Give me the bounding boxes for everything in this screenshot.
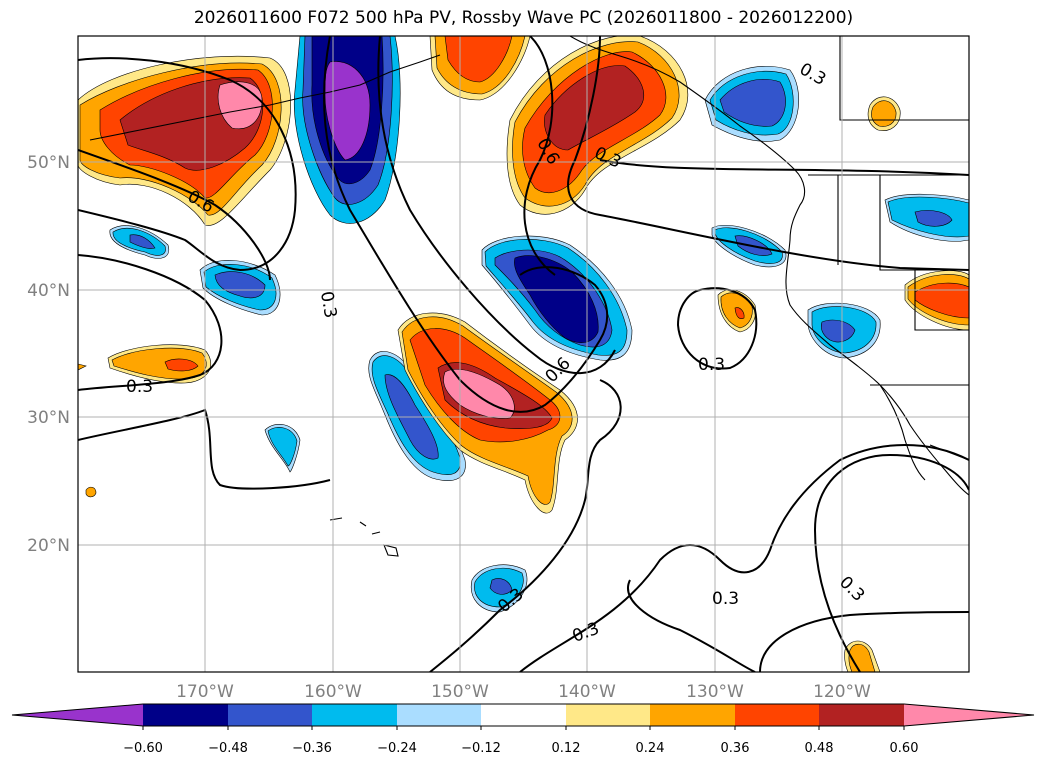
colorbar-tick-label: −0.60 <box>123 741 163 756</box>
contour-label: 0.3 <box>712 589 739 609</box>
lat-label: 30°N <box>27 408 70 428</box>
lon-label: 140°W <box>558 682 616 702</box>
colorbar-segment <box>819 704 904 726</box>
colorbar-tick-label: 0.36 <box>721 741 750 756</box>
contour-label: 0.3 <box>316 290 340 320</box>
colorbar-segment <box>143 704 228 726</box>
colorbar-segment <box>566 704 650 726</box>
map-frame <box>77 35 970 673</box>
colorbar-tick-label: 0.24 <box>636 741 665 756</box>
colorbar-segment <box>12 704 143 726</box>
colorbar-segment <box>735 704 819 726</box>
latitude-labels: 50°N 40°N 30°N 20°N <box>27 153 70 556</box>
colorbar-segment <box>312 704 397 726</box>
colorbar-segment <box>904 704 1034 726</box>
colorbar-segment <box>481 704 566 726</box>
map-plot-area: 0.3 0.6 0.3 0.6 0.3 0.6 0.3 0.3 0.3 0.3 … <box>78 36 969 672</box>
lon-label: 160°W <box>304 682 362 702</box>
colorbar-segment <box>650 704 735 726</box>
lat-label: 40°N <box>27 281 70 301</box>
colorbar-tick-label: 0.12 <box>552 741 581 756</box>
map-title: 2026011600 F072 500 hPa PV, Rossby Wave … <box>193 8 854 28</box>
lon-label: 120°W <box>813 682 871 702</box>
colorbar-tick-label: 0.60 <box>890 741 919 756</box>
gridlines <box>78 36 969 672</box>
lat-label: 50°N <box>27 153 70 173</box>
colorbar-ticks: −0.60 −0.48 −0.36 −0.24 −0.12 0.12 0.24 … <box>123 741 918 756</box>
pv-contours <box>78 36 969 672</box>
colorbar-tick-label: −0.24 <box>377 741 417 756</box>
contour-label: 0.3 <box>126 377 153 397</box>
colorbar-segment <box>228 704 312 726</box>
colorbar-tick-label: 0.48 <box>805 741 834 756</box>
longitude-labels: 170°W 160°W 150°W 140°W 130°W 120°W <box>176 682 871 702</box>
colorbar-tick-label: −0.36 <box>292 741 332 756</box>
lon-label: 150°W <box>431 682 489 702</box>
colorbar <box>11 703 1035 730</box>
colorbar-tick-label: −0.48 <box>208 741 248 756</box>
lon-label: 130°W <box>686 682 744 702</box>
lat-label: 20°N <box>27 536 70 556</box>
colorbar-segment <box>397 704 481 726</box>
pv-shading <box>78 36 969 672</box>
lon-label: 170°W <box>176 682 234 702</box>
colorbar-tick-label: −0.12 <box>461 741 501 756</box>
contour-label: 0.3 <box>698 355 725 375</box>
